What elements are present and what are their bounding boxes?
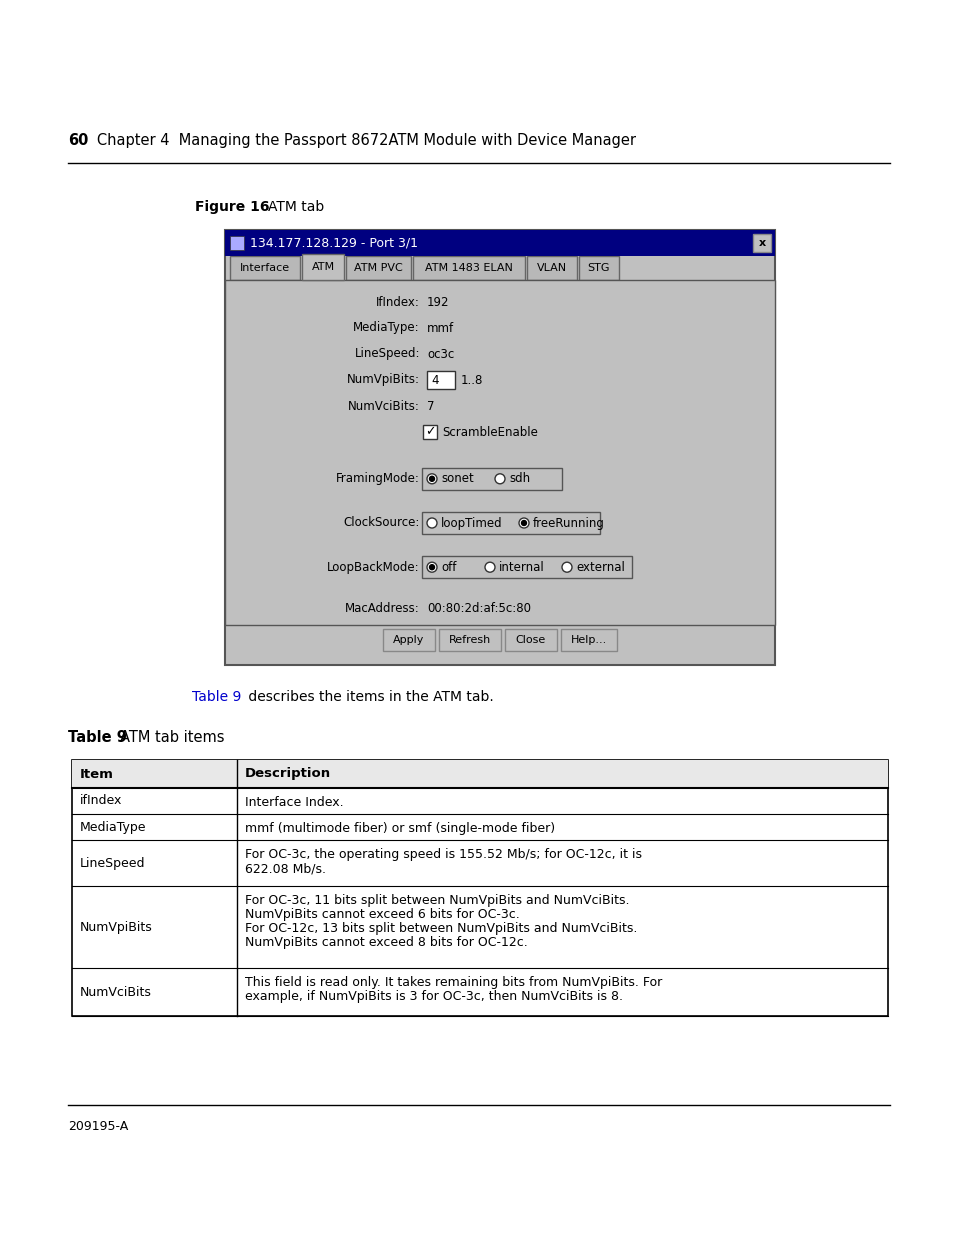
Text: STG: STG	[587, 263, 610, 273]
Text: example, if NumVpiBits is 3 for OC-3c, then NumVciBits is 8.: example, if NumVpiBits is 3 for OC-3c, t…	[245, 990, 622, 1003]
Bar	[526, 256, 577, 280]
Circle shape	[561, 562, 572, 572]
Text: NumVciBits: NumVciBits	[80, 986, 152, 999]
Text: MediaType: MediaType	[80, 820, 147, 834]
Text: ScrambleEnable: ScrambleEnable	[441, 426, 537, 438]
Text: LineSpeed: LineSpeed	[80, 857, 146, 869]
Text: 209195-A: 209195-A	[68, 1120, 128, 1132]
Text: 622.08 Mb/s.: 622.08 Mb/s.	[245, 862, 326, 876]
Text: loopTimed: loopTimed	[440, 516, 502, 530]
Text: Item: Item	[80, 767, 113, 781]
Text: Interface: Interface	[240, 263, 290, 273]
Text: 134.177.128.129 - Port 3/1: 134.177.128.129 - Port 3/1	[250, 236, 417, 249]
Text: ✓: ✓	[424, 426, 435, 438]
Text: 60: 60	[68, 133, 89, 148]
Text: Figure 16: Figure 16	[194, 200, 269, 214]
Bar	[225, 280, 774, 625]
Text: For OC-3c, the operating speed is 155.52 Mb/s; for OC-12c, it is: For OC-3c, the operating speed is 155.52…	[245, 848, 641, 861]
Text: Table 9: Table 9	[192, 690, 241, 704]
Text: oc3c: oc3c	[427, 347, 454, 361]
Text: NumVciBits:: NumVciBits:	[348, 399, 419, 412]
Bar	[302, 254, 344, 280]
Circle shape	[427, 474, 436, 484]
Text: Description: Description	[245, 767, 331, 781]
Bar	[413, 256, 524, 280]
Bar	[71, 760, 887, 788]
Circle shape	[495, 474, 504, 484]
Text: IfIndex:: IfIndex:	[375, 295, 419, 309]
Bar	[225, 230, 774, 256]
Text: x: x	[758, 238, 764, 248]
Text: mmf (multimode fiber) or smf (single-mode fiber): mmf (multimode fiber) or smf (single-mod…	[245, 823, 555, 835]
Circle shape	[518, 517, 529, 529]
Bar	[421, 468, 561, 490]
Text: sdh: sdh	[509, 472, 530, 485]
Text: ATM PVC: ATM PVC	[354, 263, 402, 273]
Text: VLAN: VLAN	[537, 263, 566, 273]
Text: For OC-3c, 11 bits split between NumVpiBits and NumVciBits.: For OC-3c, 11 bits split between NumVpiB…	[245, 894, 629, 906]
Text: Close: Close	[516, 635, 545, 645]
Text: freeRunning: freeRunning	[533, 516, 604, 530]
Bar	[71, 760, 887, 1016]
Text: describes the items in the ATM tab.: describes the items in the ATM tab.	[244, 690, 494, 704]
Circle shape	[427, 562, 436, 572]
Text: sonet: sonet	[440, 472, 474, 485]
Bar	[504, 629, 557, 651]
Text: Chapter 4  Managing the Passport 8672ATM Module with Device Manager: Chapter 4 Managing the Passport 8672ATM …	[83, 133, 636, 148]
Bar	[560, 629, 617, 651]
Text: off: off	[440, 561, 456, 574]
Circle shape	[427, 517, 436, 529]
Circle shape	[484, 562, 495, 572]
Circle shape	[521, 520, 526, 526]
Text: 7: 7	[427, 399, 434, 412]
Text: 192: 192	[427, 295, 449, 309]
Text: This field is read only. It takes remaining bits from NumVpiBits. For: This field is read only. It takes remain…	[245, 976, 661, 989]
Bar	[346, 256, 411, 280]
Text: MacAddress:: MacAddress:	[345, 603, 419, 615]
Text: NumVpiBits cannot exceed 6 bits for OC-3c.: NumVpiBits cannot exceed 6 bits for OC-3…	[245, 908, 519, 921]
Bar	[438, 629, 500, 651]
Text: 00:80:2d:af:5c:80: 00:80:2d:af:5c:80	[427, 603, 531, 615]
Bar	[230, 236, 244, 249]
Bar	[578, 256, 618, 280]
Text: Table 9: Table 9	[68, 730, 127, 745]
Bar	[421, 513, 599, 534]
Text: For OC-12c, 13 bits split between NumVpiBits and NumVciBits.: For OC-12c, 13 bits split between NumVpi…	[245, 923, 637, 935]
Bar	[225, 230, 774, 664]
Bar	[421, 556, 631, 578]
Text: ATM 1483 ELAN: ATM 1483 ELAN	[425, 263, 513, 273]
Text: Apply: Apply	[393, 635, 424, 645]
Text: ClockSource:: ClockSource:	[343, 516, 419, 530]
Bar	[427, 370, 455, 389]
Text: MediaType:: MediaType:	[353, 321, 419, 335]
Text: NumVpiBits:: NumVpiBits:	[347, 373, 419, 387]
Text: FramingMode:: FramingMode:	[335, 472, 419, 485]
Text: 4: 4	[431, 373, 438, 387]
Text: LoopBackMode:: LoopBackMode:	[327, 561, 419, 574]
Text: Help...: Help...	[570, 635, 606, 645]
Text: Refresh: Refresh	[449, 635, 491, 645]
Text: Interface Index.: Interface Index.	[245, 797, 343, 809]
Bar	[752, 233, 770, 252]
Text: LineSpeed:: LineSpeed:	[355, 347, 419, 361]
Text: ATM tab: ATM tab	[268, 200, 324, 214]
Text: NumVpiBits: NumVpiBits	[80, 920, 152, 934]
Text: internal: internal	[498, 561, 544, 574]
Bar	[230, 256, 299, 280]
Text: mmf: mmf	[427, 321, 454, 335]
Text: external: external	[576, 561, 624, 574]
Circle shape	[429, 564, 434, 569]
Bar	[382, 629, 435, 651]
Text: ATM: ATM	[311, 262, 335, 272]
Bar	[422, 425, 436, 438]
Circle shape	[429, 477, 434, 482]
Text: ATM tab items: ATM tab items	[120, 730, 224, 745]
Text: NumVpiBits cannot exceed 8 bits for OC-12c.: NumVpiBits cannot exceed 8 bits for OC-1…	[245, 936, 527, 948]
Text: ifIndex: ifIndex	[80, 794, 122, 808]
Text: 1..8: 1..8	[460, 373, 483, 387]
